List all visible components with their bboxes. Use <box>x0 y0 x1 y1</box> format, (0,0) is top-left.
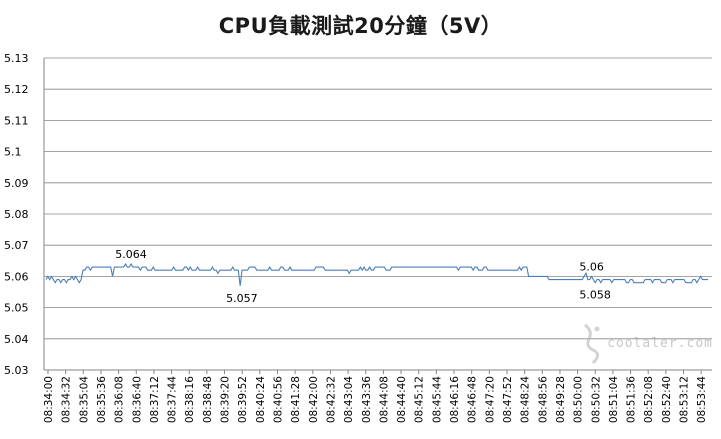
x-tick-label-15: 08:42:00 <box>308 376 320 423</box>
x-tick-label-5: 08:36:40 <box>131 376 143 423</box>
x-tick-label-18: 08:43:36 <box>361 376 373 423</box>
x-tick-label-14: 08:41:28 <box>290 376 302 423</box>
watermark-text: coolaler.com <box>607 335 713 351</box>
y-tick-label-6: 5.09 <box>4 177 29 190</box>
x-tick-label-37: 08:53:44 <box>696 376 708 423</box>
data-annotations: 5.064 5.057 5.06 5.058 <box>115 248 611 305</box>
chart-title: CPU負載測試20分鐘（5V） <box>218 14 503 38</box>
y-tick-label-9: 5.12 <box>4 83 29 96</box>
x-tick-label-20: 08:44:40 <box>396 376 408 423</box>
x-tick-label-33: 08:51:36 <box>626 376 638 423</box>
y-tick-label-10: 5.13 <box>4 52 29 65</box>
annotation-label-1: 5.057 <box>226 292 258 305</box>
x-tick-label-27: 08:48:24 <box>520 376 532 423</box>
x-tick-label-12: 08:40:24 <box>255 376 267 423</box>
series-line <box>45 262 708 286</box>
y-tick-label-3: 5.06 <box>4 270 29 283</box>
watermark-logo-icon <box>584 323 600 365</box>
x-tick-label-10: 08:39:20 <box>220 376 232 423</box>
y-tick-label-4: 5.07 <box>4 239 29 252</box>
annotation-label-3: 5.058 <box>579 289 611 302</box>
y-tick-label-0: 5.03 <box>4 364 29 377</box>
series-layer <box>45 262 708 286</box>
x-tick-label-7: 08:37:44 <box>167 376 179 423</box>
axes <box>43 58 712 374</box>
x-tick-label-9: 08:38:48 <box>202 376 214 423</box>
y-tick-label-8: 5.11 <box>4 114 29 127</box>
x-tick-label-19: 08:44:08 <box>378 376 390 423</box>
x-tick-label-32: 08:51:04 <box>608 376 620 423</box>
x-tick-label-28: 08:48:56 <box>537 376 549 423</box>
watermark: coolaler.com <box>581 321 713 365</box>
annotation-label-0: 5.064 <box>115 248 146 261</box>
y-tick-label-1: 5.04 <box>4 333 29 346</box>
x-tick-label-11: 08:39:52 <box>237 376 249 423</box>
x-tick-label-2: 08:35:04 <box>78 376 90 423</box>
x-tick-label-35: 08:52:40 <box>661 376 673 423</box>
x-tick-label-23: 08:46:16 <box>449 376 461 423</box>
x-tick-label-4: 08:36:08 <box>114 376 126 423</box>
x-tick-label-13: 08:40:56 <box>272 376 284 423</box>
gridlines <box>44 57 712 371</box>
x-tick-label-8: 08:38:16 <box>184 376 196 423</box>
x-tick-label-36: 08:53:12 <box>679 376 691 423</box>
x-tick-label-16: 08:42:32 <box>325 376 337 423</box>
x-tick-label-21: 08:45:12 <box>414 376 426 423</box>
x-tick-label-26: 08:47:52 <box>502 376 514 423</box>
y-tick-label-2: 5.05 <box>4 302 29 315</box>
x-tick-label-25: 08:47:20 <box>484 376 496 423</box>
x-tick-label-1: 08:34:32 <box>61 376 73 423</box>
x-axis-tick-labels: 08:34:00 08:34:32 08:35:04 08:35:36 08:36:08… <box>43 376 708 423</box>
x-tick-label-29: 08:49:28 <box>555 376 567 423</box>
y-axis-tick-labels: 5.03 5.04 5.05 5.06 5.07 5.08 5.09 5.1 5.11 5.12 5… <box>4 52 29 377</box>
x-tick-label-34: 08:52:08 <box>643 376 655 423</box>
x-tick-label-0: 08:34:00 <box>43 376 55 423</box>
x-tick-label-6: 08:37:12 <box>149 376 161 423</box>
y-tick-label-5: 5.08 <box>4 208 29 221</box>
annotation-label-2: 5.06 <box>579 260 604 273</box>
x-tick-label-22: 08:45:44 <box>431 376 443 423</box>
x-tick-label-31: 08:50:32 <box>590 376 602 423</box>
x-tick-label-3: 08:35:36 <box>96 376 108 423</box>
x-tick-label-30: 08:50:00 <box>573 376 585 423</box>
y-tick-label-7: 5.1 <box>4 146 22 159</box>
x-tick-label-17: 08:43:04 <box>343 376 355 423</box>
x-tick-label-24: 08:46:48 <box>467 376 479 423</box>
